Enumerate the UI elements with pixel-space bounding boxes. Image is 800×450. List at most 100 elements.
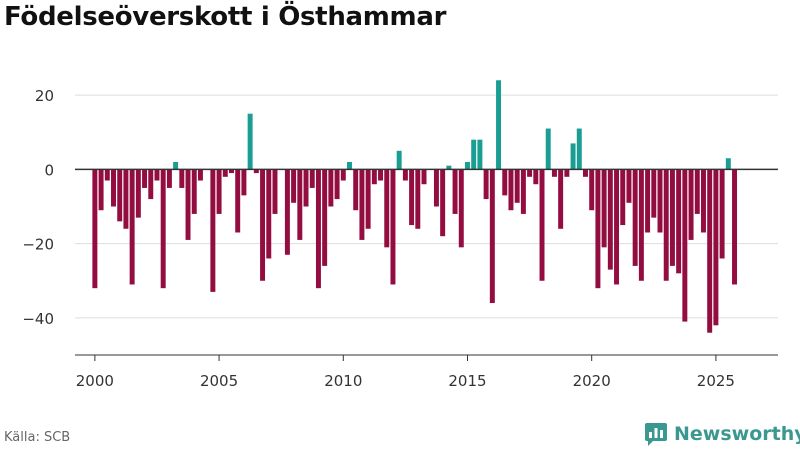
bar — [583, 169, 588, 177]
bar — [564, 169, 570, 177]
bar — [111, 169, 116, 207]
bar — [601, 169, 607, 248]
bar — [241, 169, 247, 196]
bar — [365, 169, 371, 229]
bar — [508, 169, 514, 211]
y-tick-label: −20 — [22, 236, 54, 254]
bar — [645, 169, 651, 233]
bar — [477, 139, 483, 170]
bar — [185, 169, 191, 240]
bar — [421, 169, 427, 185]
bar — [725, 158, 731, 170]
bar — [347, 161, 352, 170]
bar — [229, 169, 234, 174]
bar — [303, 169, 309, 207]
bar — [551, 169, 557, 177]
y-tick-label: 0 — [44, 161, 54, 179]
x-tick-label: 2010 — [324, 372, 362, 390]
bar — [471, 139, 477, 170]
x-axis: 2000 2005 2010 2015 2020 2025 — [75, 354, 778, 390]
bar — [291, 169, 297, 203]
chart-title: Födelseöverskott i Östhammar — [4, 2, 447, 32]
bar — [545, 128, 551, 170]
bar — [732, 169, 738, 285]
bar — [154, 169, 160, 181]
bar — [446, 165, 452, 170]
bar — [663, 169, 669, 281]
bar — [384, 169, 390, 248]
newsworthy-logo-icon — [645, 423, 667, 446]
bar — [390, 169, 396, 285]
bar — [378, 169, 384, 181]
x-tick-label: 2020 — [573, 372, 611, 390]
bar — [502, 169, 508, 196]
bar — [589, 169, 595, 211]
y-tick-label: 20 — [35, 87, 54, 105]
bar — [353, 169, 359, 211]
bar — [216, 169, 222, 214]
y-axis-labels: −40 −20 0 20 — [22, 87, 54, 328]
bar — [632, 169, 638, 266]
bar — [396, 150, 402, 170]
bar — [433, 169, 439, 207]
bar — [315, 169, 321, 289]
bar — [247, 113, 253, 170]
bar — [160, 169, 166, 289]
bar — [104, 169, 110, 181]
bar — [669, 169, 675, 266]
bar — [197, 169, 203, 181]
bar — [253, 169, 259, 174]
bar — [719, 169, 725, 259]
bar — [148, 169, 154, 200]
bar — [458, 169, 464, 248]
x-tick-label: 2005 — [200, 372, 238, 390]
x-tick-label: 2000 — [76, 372, 114, 390]
bar — [514, 169, 520, 203]
bar — [266, 169, 272, 259]
bar — [272, 169, 278, 214]
bar — [235, 169, 241, 233]
bar — [651, 169, 657, 218]
bar — [309, 169, 315, 188]
bar — [222, 169, 228, 177]
bar — [402, 169, 408, 181]
bar — [322, 169, 328, 266]
bar — [173, 161, 179, 170]
bar — [607, 169, 613, 270]
bar — [657, 169, 663, 233]
bar — [142, 169, 148, 188]
bar — [117, 169, 123, 222]
bar — [533, 169, 539, 185]
bar — [496, 80, 502, 170]
x-tick-label: 2015 — [448, 372, 486, 390]
bar — [260, 169, 266, 281]
bar — [527, 169, 533, 177]
bar — [98, 169, 104, 211]
bar — [179, 169, 185, 188]
source-note: Källa: SCB — [4, 430, 71, 445]
grid-lines — [75, 94, 778, 319]
bar — [465, 161, 470, 170]
bar — [123, 169, 129, 229]
bar — [371, 169, 377, 185]
bar — [334, 169, 340, 200]
bar — [284, 169, 290, 255]
bars — [92, 80, 738, 333]
bar — [682, 169, 688, 322]
bar — [415, 169, 421, 229]
bar — [166, 169, 172, 188]
bar — [595, 169, 601, 289]
bar — [620, 169, 626, 226]
bar — [688, 169, 694, 240]
bar — [440, 169, 446, 237]
bar — [92, 169, 98, 289]
bar — [129, 169, 135, 285]
bar — [707, 169, 713, 333]
bar — [539, 169, 545, 281]
brand-name: Newsworthy — [674, 423, 800, 445]
bar — [135, 169, 141, 218]
bar — [570, 143, 576, 170]
bar — [676, 169, 682, 274]
bar — [210, 169, 216, 292]
x-tick-label: 2025 — [697, 372, 735, 390]
